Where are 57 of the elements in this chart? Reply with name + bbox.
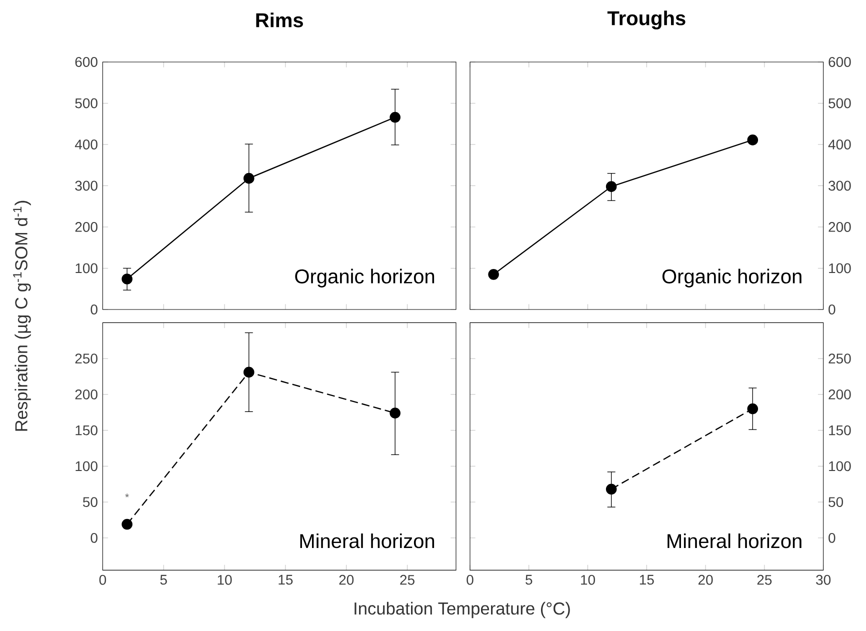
y-tick-label: 0 [828,532,836,543]
y-tick-label: 250 [75,354,98,364]
y-tick-label: 150 [829,425,851,436]
chart-title: Rims [256,12,303,28]
y-tick-label: 150 [76,425,98,436]
y-tick-label: 100 [829,263,851,274]
y-tick-label: 50 [82,497,98,508]
x-tick-label: 0 [99,574,106,585]
x-tick-label: 30 [816,574,831,585]
annotation: Mineral horizon [668,533,802,548]
y-tick-label: 500 [828,98,851,108]
x-tick-label: 20 [339,574,354,585]
y-tick-label: 50 [828,497,844,508]
x-tick-label: 25 [400,574,414,585]
x-tick-label: 10 [581,574,596,585]
y-tick-label: 600 [828,57,851,67]
point [390,408,400,418]
x-tick-label: 10 [218,574,232,585]
y-tick-label: 300 [75,180,98,191]
y-tick-label: 100 [76,461,98,472]
point [122,518,132,530]
chart-title: Troughs [607,10,686,30]
annotation: Mineral horizon [300,533,434,548]
point [488,269,499,280]
point [122,274,132,284]
annotation: Organic horizon [662,268,802,288]
x-tick-label: 25 [757,574,772,585]
y-tick-label: 600 [75,57,98,67]
y-tick-label: 400 [74,140,98,150]
y-axis-title: Respiration (µg C g$^{-1}$SOM d$^{-1}$) [13,200,31,431]
x-tick-label: 5 [526,574,532,585]
y-tick-label: 100 [76,263,98,274]
y-tick-label: 250 [828,354,851,364]
x-tick-label: 5 [160,574,167,585]
point [390,112,400,123]
y-tick-label: 200 [828,389,851,400]
point [243,366,254,378]
y-tick-label: 0 [90,304,98,314]
y-tick-label: 400 [828,140,851,150]
y-tick-label: 200 [75,222,98,232]
x-tick-label: 15 [640,574,654,585]
x-tick-label: 0 [466,574,474,585]
y-tick-label: 0 [90,532,98,543]
y-tick-label: 300 [828,180,851,191]
annotation: * [125,494,129,498]
point [606,181,617,192]
y-tick-label: 500 [75,98,98,108]
x-tick-label: 15 [278,574,293,585]
y-tick-label: 100 [829,461,851,472]
point [243,172,254,184]
y-tick-label: 200 [828,222,851,232]
annotation: Organic horizon [295,268,434,288]
x-tick-label: 20 [698,574,713,585]
point [747,134,758,146]
y-tick-label: 0 [828,304,836,314]
x-axis-title: Incubation Temperature (°C) [354,602,570,618]
y-tick-label: 200 [75,389,98,400]
